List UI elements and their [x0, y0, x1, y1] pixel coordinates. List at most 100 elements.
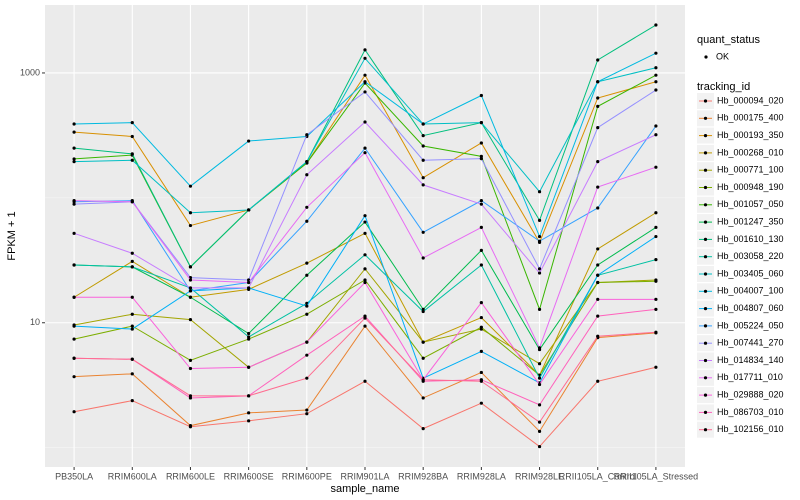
data-point — [247, 331, 251, 336]
legend-key-point — [703, 168, 708, 172]
data-point — [72, 231, 76, 235]
data-point — [654, 211, 658, 215]
data-point — [72, 122, 76, 126]
legend-label: Hb_004807_060 — [717, 303, 784, 313]
data-point — [479, 315, 483, 320]
legend-key-point — [703, 393, 708, 397]
data-point — [363, 324, 367, 328]
data-point — [596, 58, 600, 62]
data-point — [479, 199, 483, 203]
x-tick-label: RRIM600LA — [108, 471, 157, 481]
data-point — [247, 286, 251, 290]
data-point — [305, 160, 309, 164]
data-point — [421, 340, 425, 344]
data-point — [479, 248, 483, 252]
legend-label: Hb_000268_010 — [717, 147, 784, 157]
legend-label: Hb_001247_350 — [717, 216, 784, 226]
x-tick-label: PB350LA — [55, 471, 93, 481]
data-point — [363, 90, 367, 94]
data-point — [188, 286, 193, 290]
data-point — [130, 158, 134, 162]
legend-label: Hb_001057_050 — [717, 199, 784, 209]
legend-key-point — [703, 185, 708, 190]
data-point — [596, 273, 600, 277]
x-tick-label: RRIM928LA — [457, 471, 506, 481]
data-point — [537, 267, 542, 271]
status-legend-title: quant_status — [697, 34, 760, 46]
data-point — [479, 370, 483, 375]
x-tick-label: RRIM928LE — [515, 471, 564, 481]
data-point — [654, 51, 658, 55]
legend-label: Hb_003405_060 — [717, 268, 784, 278]
data-point — [421, 183, 425, 187]
data-point — [654, 124, 658, 128]
data-point — [421, 309, 425, 314]
data-point — [596, 297, 600, 301]
data-point — [421, 356, 425, 360]
data-point — [363, 151, 367, 155]
data-point — [130, 399, 134, 403]
data-point — [247, 419, 251, 423]
data-point — [247, 208, 251, 212]
data-point — [537, 444, 542, 449]
data-point — [72, 160, 76, 164]
data-point — [130, 152, 134, 156]
data-point — [654, 297, 658, 301]
data-point — [72, 356, 76, 360]
data-point — [188, 265, 193, 269]
data-point — [363, 56, 367, 60]
data-point — [72, 295, 76, 299]
data-point — [654, 330, 658, 334]
legend-key-point — [703, 220, 708, 224]
data-point — [596, 185, 600, 189]
data-point — [130, 312, 134, 316]
data-point — [188, 295, 193, 299]
data-point — [305, 273, 309, 277]
data-point — [654, 88, 658, 92]
data-point — [247, 365, 251, 369]
data-point — [479, 401, 483, 405]
data-point — [537, 218, 542, 222]
data-point — [421, 256, 425, 260]
data-point — [596, 160, 600, 164]
status-legend-key — [704, 55, 708, 59]
data-point — [654, 73, 658, 77]
data-point — [596, 314, 600, 318]
legend-key-point — [703, 272, 708, 276]
data-point — [305, 205, 309, 209]
data-point — [654, 80, 658, 84]
data-point — [305, 261, 309, 265]
data-point — [421, 176, 425, 180]
x-axis-title: sample_name — [330, 483, 399, 495]
y-tick-label: 10 — [30, 317, 40, 327]
data-point — [537, 362, 542, 366]
legend-label: Hb_000771_100 — [717, 165, 784, 175]
data-point — [363, 379, 367, 383]
legend-key-point — [703, 116, 708, 120]
data-point — [421, 122, 425, 126]
data-point — [247, 280, 251, 285]
data-point — [479, 154, 483, 158]
data-point — [654, 258, 658, 262]
legend-key-point — [703, 289, 708, 293]
data-point — [305, 353, 309, 357]
data-point — [188, 394, 193, 398]
data-point — [537, 403, 542, 407]
legend-label: Hb_003058_220 — [717, 251, 784, 261]
data-point — [130, 121, 134, 125]
data-point — [596, 80, 600, 84]
legend-label: Hb_000175_400 — [717, 113, 784, 123]
data-point — [72, 199, 76, 203]
data-point — [654, 23, 658, 27]
data-point — [130, 295, 134, 299]
legend-label: Hb_001610_130 — [717, 234, 784, 244]
data-point — [363, 316, 367, 320]
y-axis-title: FPKM + 1 — [6, 211, 18, 260]
data-point — [247, 411, 251, 415]
data-point — [188, 366, 193, 371]
data-point — [596, 334, 600, 338]
legend-label: Hb_005224_050 — [717, 320, 784, 330]
data-point — [363, 146, 367, 150]
data-point — [247, 335, 251, 339]
data-point — [130, 251, 134, 255]
